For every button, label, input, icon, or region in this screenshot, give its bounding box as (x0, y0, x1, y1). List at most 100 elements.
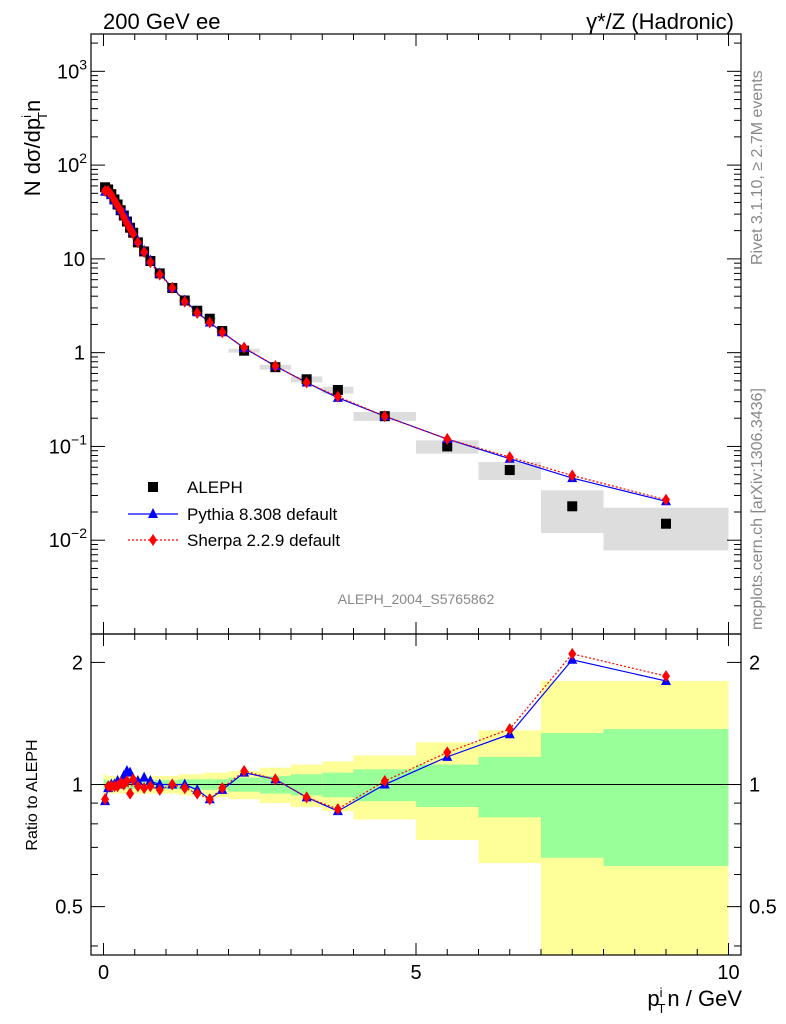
ratio-y-axis-label: Ratio to ALEPH (24, 739, 41, 850)
sherpa-main-point (662, 493, 670, 506)
sherpa-main-point (140, 246, 149, 259)
main-y-tick-label: 10−1 (49, 431, 87, 458)
ratio-inner-band (478, 756, 541, 818)
legend-sherpa-marker (149, 534, 157, 546)
tick-base: 10 (57, 61, 79, 83)
tick-exponent: 2 (79, 150, 87, 166)
sherpa-ratio-point (271, 773, 280, 786)
tick-base: 10 (57, 155, 79, 177)
process-label: γ*/Z (Hadronic) (586, 9, 734, 34)
sherpa-main-point (380, 410, 389, 423)
sherpa-ratio-point (126, 787, 135, 800)
ratio-inner-band (603, 729, 729, 866)
ratio-y-tick-label: 0.5 (55, 897, 83, 919)
ylabel-tail: n (20, 100, 45, 112)
aleph-data-point (567, 501, 578, 512)
aleph-data-point (504, 465, 515, 476)
ratio-y-tick-label-right: 1 (749, 775, 760, 797)
aleph-data-point (661, 518, 671, 529)
mcplots-credit-label: mcplots.cern.ch [arXiv:1306.3436] (749, 388, 766, 630)
sherpa-main-line (105, 190, 667, 501)
ratio-y-tick-label-right: 0.5 (749, 897, 777, 919)
xlabel-tail: n / GeV (667, 986, 742, 1011)
sherpa-ratio-point (193, 787, 202, 800)
main-y-tick-label: 1 (74, 343, 85, 365)
main-y-axis-label: N dσ/dpiTn (19, 100, 50, 197)
ylabel-main: N dσ/dp (20, 118, 45, 196)
sherpa-main-point (505, 451, 514, 464)
pythia-ratio-point (132, 775, 143, 786)
legend-pythia-marker (148, 508, 158, 518)
sherpa-main-point (333, 390, 342, 403)
sherpa-ratio-point (302, 791, 311, 804)
pythia-ratio-point (125, 766, 136, 777)
sherpa-ratio-point (333, 803, 342, 816)
ylabel-sub: T (35, 112, 50, 120)
ratio-y-tick-label: 1 (72, 775, 83, 797)
rivet-version-label: Rivet 3.1.10, ≥ 2.7M events (749, 70, 766, 265)
sherpa-main-point (443, 433, 452, 446)
aleph-data-point (332, 384, 343, 395)
tick-exponent: −1 (71, 431, 87, 447)
aleph-data-point (442, 441, 453, 452)
sherpa-ratio-point (168, 778, 177, 791)
sherpa-ratio-point (180, 782, 189, 795)
x-axis-label: pi Tn / GeV (647, 985, 742, 1016)
xlabel-sub: T (657, 1001, 665, 1016)
legend-entry-label: Pythia 8.308 default (187, 505, 338, 524)
tick-exponent: 3 (79, 56, 87, 72)
sherpa-main-point (146, 256, 155, 269)
sherpa-main-point (240, 341, 249, 354)
sherpa-ratio-point (568, 647, 577, 660)
ratio-y-tick-label: 2 (72, 652, 83, 674)
sherpa-main-point (133, 236, 142, 249)
tick-base: 10 (49, 530, 71, 552)
legend-entry-label: Sherpa 2.2.9 default (187, 531, 340, 550)
sherpa-main-point (193, 306, 202, 319)
tick-base: 10 (49, 436, 71, 458)
data-error-band (603, 507, 729, 551)
data-error-band (541, 490, 604, 533)
ratio-inner-band (416, 764, 479, 808)
sherpa-main-point (155, 268, 164, 281)
xlabel-pre: p (647, 986, 659, 1011)
ratio-y-tick-label-right: 2 (749, 652, 760, 674)
tick-exponent: −2 (71, 525, 87, 541)
ylabel-sup: i (19, 115, 34, 118)
sherpa-main-point (205, 316, 214, 329)
sherpa-main-point (271, 360, 280, 373)
sherpa-ratio-point (380, 775, 389, 788)
sherpa-ratio-point (155, 783, 164, 796)
sherpa-main-point (218, 326, 227, 339)
sherpa-ratio-point (662, 670, 670, 683)
sherpa-ratio-point (505, 723, 514, 736)
pythia-ratio-point (139, 771, 150, 782)
sherpa-ratio-point (240, 764, 249, 777)
sherpa-main-point (180, 295, 189, 308)
ratio-inner-band (541, 732, 604, 858)
sherpa-ratio-point (122, 775, 131, 788)
main-y-tick-label: 10 (63, 249, 85, 271)
main-y-tick-label: 10−2 (49, 525, 87, 552)
sherpa-ratio-point (443, 746, 452, 759)
sherpa-ratio-point (205, 793, 214, 806)
legend-entry-label: ALEPH (187, 478, 243, 497)
main-y-tick-label: 103 (57, 56, 87, 83)
sherpa-main-point (168, 281, 177, 294)
pythia-main-line (105, 191, 667, 502)
sherpa-ratio-point (129, 773, 138, 786)
sherpa-ratio-point (101, 793, 110, 806)
sherpa-main-point (129, 227, 138, 240)
x-tick-label: 0 (98, 962, 109, 984)
sherpa-ratio-point (133, 780, 142, 793)
sherpa-main-point (302, 376, 311, 389)
sherpa-ratio-point (140, 782, 149, 795)
pythia-ratio-point (145, 775, 156, 786)
sherpa-main-point (568, 469, 577, 482)
main-y-tick-label: 102 (57, 150, 87, 177)
xlabel-sup: i (660, 985, 663, 1000)
x-tick-label: 5 (410, 962, 421, 984)
analysis-id-label: ALEPH_2004_S5765862 (338, 591, 495, 607)
sherpa-ratio-point (146, 780, 155, 793)
